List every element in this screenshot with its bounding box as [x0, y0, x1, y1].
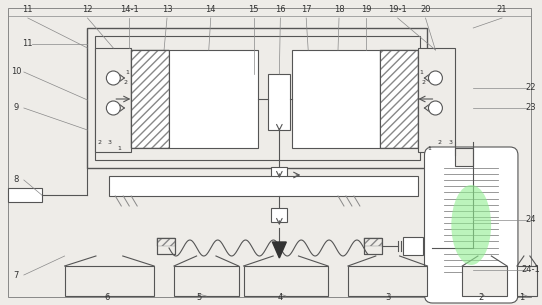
Text: 14-1: 14-1: [120, 5, 139, 15]
Text: 1: 1: [519, 293, 525, 303]
Text: 22: 22: [526, 84, 536, 92]
Text: 2: 2: [437, 139, 441, 145]
Bar: [380, 50, 417, 148]
Bar: [292, 50, 417, 148]
Text: 15: 15: [248, 5, 259, 15]
Text: 13: 13: [162, 5, 172, 15]
Bar: [380, 50, 417, 148]
Text: 24: 24: [526, 216, 536, 224]
Bar: [174, 266, 238, 296]
Bar: [364, 238, 382, 246]
Text: 21: 21: [497, 5, 507, 15]
Text: 11: 11: [23, 40, 33, 48]
Circle shape: [429, 101, 442, 115]
Circle shape: [429, 71, 442, 85]
Text: 12: 12: [82, 5, 93, 15]
Text: 8: 8: [13, 175, 18, 185]
Bar: [87, 28, 428, 168]
Text: 3: 3: [385, 293, 390, 303]
Text: 2: 2: [422, 80, 425, 84]
Text: 1: 1: [118, 145, 121, 150]
Text: 2: 2: [98, 139, 101, 145]
Bar: [364, 238, 382, 254]
Bar: [455, 148, 473, 166]
Bar: [517, 266, 537, 296]
Circle shape: [106, 71, 120, 85]
Text: 4: 4: [278, 293, 283, 303]
Text: 17: 17: [301, 5, 312, 15]
Text: 11: 11: [23, 5, 33, 15]
Ellipse shape: [451, 185, 491, 265]
Text: 3: 3: [448, 139, 453, 145]
Bar: [243, 266, 328, 296]
Text: 1: 1: [428, 145, 431, 150]
Bar: [157, 238, 175, 246]
Text: 19: 19: [360, 5, 371, 15]
Bar: [95, 48, 131, 152]
Text: 23: 23: [526, 103, 536, 113]
Bar: [131, 50, 259, 148]
Polygon shape: [273, 242, 286, 258]
Circle shape: [106, 101, 120, 115]
Text: 9: 9: [14, 103, 18, 113]
Bar: [64, 266, 154, 296]
FancyBboxPatch shape: [424, 147, 518, 303]
Text: 18: 18: [334, 5, 344, 15]
Bar: [8, 188, 42, 202]
Bar: [403, 237, 423, 255]
Text: 7: 7: [13, 271, 18, 279]
Text: 19-1: 19-1: [388, 5, 407, 15]
Bar: [417, 48, 455, 152]
Bar: [157, 238, 175, 254]
Bar: [131, 50, 169, 148]
Text: 20: 20: [420, 5, 431, 15]
Text: 24-1: 24-1: [521, 265, 540, 275]
Bar: [95, 36, 420, 160]
Bar: [462, 266, 507, 296]
Bar: [272, 167, 287, 181]
Text: 16: 16: [275, 5, 286, 15]
Text: 14: 14: [205, 5, 216, 15]
Bar: [364, 238, 382, 254]
Bar: [348, 266, 428, 296]
Bar: [109, 176, 417, 196]
Text: 3: 3: [107, 139, 111, 145]
Bar: [131, 50, 169, 148]
Bar: [268, 74, 291, 130]
Text: 2: 2: [123, 80, 127, 84]
Text: 10: 10: [11, 67, 21, 77]
Bar: [157, 238, 175, 254]
Text: 5: 5: [196, 293, 202, 303]
Text: 2: 2: [479, 293, 484, 303]
Text: 1: 1: [420, 70, 423, 74]
Bar: [272, 208, 287, 222]
Text: 1: 1: [125, 70, 129, 74]
Text: 6: 6: [105, 293, 110, 303]
